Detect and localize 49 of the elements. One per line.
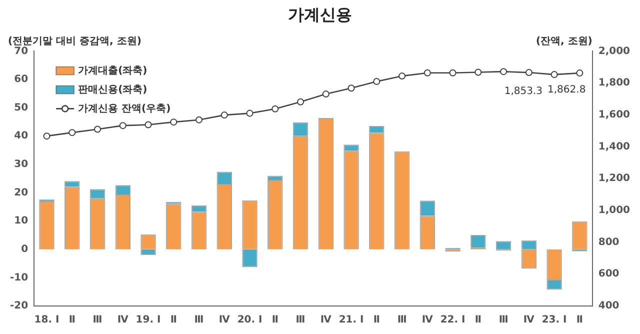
y2-tick-label: 1,600 (598, 109, 630, 120)
x-tick-label: Ⅱ (373, 314, 380, 326)
x-tick-label: Ⅱ (170, 314, 177, 326)
y2-tick-label: 400 (598, 300, 620, 312)
x-tick-label: Ⅳ (320, 314, 332, 326)
x-tick-label: Ⅱ (576, 314, 583, 326)
y-tick-label: 20 (14, 187, 28, 198)
data-label: 1,853.3 (504, 86, 543, 98)
x-tick-label: 20. Ⅰ (237, 314, 262, 326)
x-tick-label: Ⅲ (397, 314, 407, 326)
x-tick-label: Ⅲ (92, 314, 102, 326)
y2-tick-label: 800 (598, 236, 620, 248)
y-tick-label: 10 (14, 216, 28, 227)
data-label: 1,862.8 (548, 84, 586, 96)
x-tick-label: Ⅱ (272, 314, 278, 326)
y-tick-label: -20 (10, 300, 28, 312)
y-axis-title: (전분기말 대비 증감액, 조원) (8, 36, 142, 47)
legend-label: 판매신용(좌축) (78, 84, 148, 96)
y2-tick-label: 600 (598, 268, 620, 280)
x-tick-label: Ⅳ (117, 314, 128, 326)
x-tick-label: Ⅳ (218, 314, 230, 326)
y-tick-label: 50 (14, 102, 28, 114)
x-tick-label: 23. Ⅰ (542, 314, 567, 326)
y-tick-label: 40 (14, 130, 28, 142)
x-tick-label: 19. Ⅰ (136, 314, 161, 326)
chart-title: 가계신용 (288, 4, 352, 24)
legend-label: 가계대출(좌축) (78, 65, 148, 76)
x-tick-label: Ⅱ (474, 314, 482, 326)
x-tick-label: 22. Ⅰ (440, 314, 466, 326)
y-tick-label: 70 (14, 46, 28, 57)
y-tick-label: 0 (21, 244, 28, 255)
y2-tick-label: 1,200 (598, 173, 630, 184)
x-tick-label: 21. Ⅰ (338, 314, 364, 326)
x-tick-label: Ⅲ (296, 314, 306, 326)
legend-label: 가계신용 잔액(우축) (78, 103, 171, 114)
x-tick-label: Ⅱ (68, 314, 76, 326)
x-tick-label: Ⅲ (194, 314, 204, 326)
y2-tick-label: 1,400 (598, 141, 630, 152)
x-tick-label: Ⅳ (422, 314, 433, 326)
y2-tick-label: 1,800 (598, 78, 630, 89)
y-tick-label: -10 (10, 272, 28, 284)
y2-tick-label: 1,000 (598, 205, 630, 216)
y2-axis-title: (잔액, 조원) (536, 36, 592, 47)
x-tick-label: Ⅲ (498, 314, 508, 326)
y-tick-label: 60 (14, 74, 28, 86)
y2-tick-label: 2,000 (598, 46, 630, 57)
y-tick-label: 30 (14, 159, 28, 170)
x-tick-label: 18. Ⅰ (34, 314, 60, 326)
x-tick-label: Ⅳ (523, 314, 534, 326)
